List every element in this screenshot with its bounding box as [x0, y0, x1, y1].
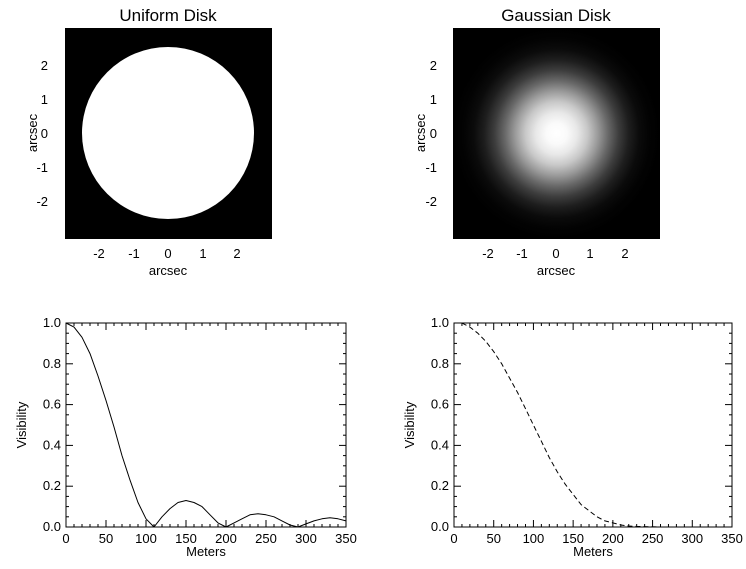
- chart-title: Uniform Disk: [119, 6, 217, 25]
- panel-uniform-disk: Uniform Disk -2 -1 0 1 2 2 1 0 -1 -2 arc…: [25, 6, 272, 278]
- chart-title: Gaussian Disk: [501, 6, 611, 25]
- y-tick-label: 2: [430, 58, 437, 73]
- uniform-disk: [82, 47, 254, 219]
- y-tick-label: 0.4: [43, 437, 61, 452]
- x-tick-label: 250: [255, 531, 277, 546]
- y-tick-label: 0.6: [431, 397, 449, 412]
- x-tick-label: 350: [721, 531, 743, 546]
- y-tick-label: 1.0: [43, 315, 61, 330]
- x-axis-label: Meters: [186, 544, 226, 559]
- series-line: [454, 322, 732, 528]
- x-tick-label: 150: [175, 531, 197, 546]
- x-tick-label: 2: [621, 246, 628, 261]
- y-tick-label: -1: [36, 160, 48, 175]
- y-ticks: 2 1 0 -1 -2: [425, 58, 437, 209]
- y-tick-label: 1.0: [431, 315, 449, 330]
- x-tick-label: 100: [135, 531, 157, 546]
- x-tick-label: 200: [602, 531, 624, 546]
- plot-frame: [65, 322, 347, 528]
- x-tick-label: 0: [450, 531, 457, 546]
- x-tick-label: 50: [99, 531, 113, 546]
- x-tick-label: 1: [586, 246, 593, 261]
- x-tick-label: 0: [164, 246, 171, 261]
- panel-gaussian-disk: Gaussian Disk -2 -1 0 1 2 2 1 0 -1 -2 ar…: [413, 6, 660, 278]
- x-tick-label: -1: [516, 246, 528, 261]
- x-tick-label: -2: [93, 246, 105, 261]
- y-tick-label: -1: [425, 160, 437, 175]
- plot-frame: [453, 322, 733, 528]
- y-tick-label: 0.4: [431, 437, 449, 452]
- y-axis-label: Visibility: [402, 401, 417, 448]
- x-tick-label: 100: [523, 531, 545, 546]
- x-ticks: -2 -1 0 1 2: [482, 246, 628, 261]
- y-tick-label: 0.0: [431, 519, 449, 534]
- y-tick-label: -2: [425, 194, 437, 209]
- y-axis-label: arcsec: [25, 113, 40, 152]
- x-tick-label: -1: [128, 246, 140, 261]
- y-tick-label: 0: [430, 126, 437, 141]
- y-tick-label: 0.8: [43, 356, 61, 371]
- x-tick-label: 300: [681, 531, 703, 546]
- y-tick-label: 0.2: [43, 478, 61, 493]
- x-tick-label: 0: [62, 531, 69, 546]
- x-tick-label: 200: [215, 531, 237, 546]
- series-line: [65, 322, 347, 528]
- y-tick-label: 0.2: [431, 478, 449, 493]
- x-ticks: -2 -1 0 1 2: [93, 246, 240, 261]
- panel-uniform-visibility: 0 50 100 150 200 250 300 350 0.0 0.2 0.4 0.6 0.8 1.0 M…: [14, 315, 357, 559]
- y-tick-label: 0.0: [43, 519, 61, 534]
- y-tick-label: 2: [41, 58, 48, 73]
- y-tick-label: 0.6: [43, 397, 61, 412]
- x-tick-label: 0: [552, 246, 559, 261]
- x-tick-label: 250: [642, 531, 664, 546]
- y-tick-label: 0: [41, 126, 48, 141]
- x-tick-label: -2: [482, 246, 494, 261]
- y-axis-label: Visibility: [14, 401, 29, 448]
- x-tick-label: 1: [199, 246, 206, 261]
- x-tick-label: 300: [295, 531, 317, 546]
- x-axis-label: arcsec: [149, 263, 188, 278]
- x-tick-label: 2: [233, 246, 240, 261]
- x-tick-label: 150: [562, 531, 584, 546]
- gaussian-disk: [453, 28, 660, 239]
- y-tick-label: 1: [41, 92, 48, 107]
- x-tick-label: 350: [335, 531, 357, 546]
- y-tick-label: -2: [36, 194, 48, 209]
- y-tick-label: 0.8: [431, 356, 449, 371]
- x-axis-label: Meters: [573, 544, 613, 559]
- x-axis-label: arcsec: [537, 263, 576, 278]
- panel-gaussian-visibility: 0 50 100 150 200 250 300 350 0.0 0.2 0.4 0.6 0.8 1.0 M…: [402, 315, 743, 559]
- x-tick-label: 50: [486, 531, 500, 546]
- y-ticks: 2 1 0 -1 -2: [36, 58, 48, 209]
- y-tick-label: 1: [430, 92, 437, 107]
- y-axis-label: arcsec: [413, 113, 428, 152]
